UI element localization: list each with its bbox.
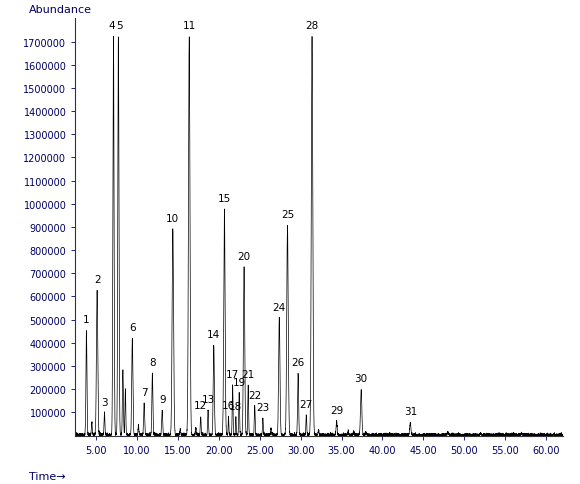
Text: 19: 19 bbox=[233, 377, 246, 387]
Text: 30: 30 bbox=[354, 374, 368, 383]
Text: 25: 25 bbox=[281, 210, 294, 219]
Text: 27: 27 bbox=[300, 399, 313, 409]
Text: 24: 24 bbox=[273, 302, 286, 312]
Text: 14: 14 bbox=[207, 330, 220, 340]
Text: 29: 29 bbox=[330, 405, 343, 415]
Text: 12: 12 bbox=[194, 401, 207, 410]
Text: 2: 2 bbox=[94, 274, 100, 284]
Text: 7: 7 bbox=[141, 388, 147, 397]
Text: 11: 11 bbox=[183, 21, 196, 31]
Text: 16: 16 bbox=[222, 400, 235, 410]
Text: 18: 18 bbox=[229, 401, 242, 411]
Text: 23: 23 bbox=[256, 402, 270, 412]
Text: 17: 17 bbox=[226, 369, 239, 379]
Text: Time→: Time→ bbox=[29, 471, 66, 481]
Text: 28: 28 bbox=[306, 21, 318, 31]
Text: 3: 3 bbox=[101, 397, 108, 407]
Text: 31: 31 bbox=[404, 407, 417, 417]
Text: 5: 5 bbox=[116, 21, 122, 31]
Text: Abundance: Abundance bbox=[29, 5, 92, 15]
Text: 10: 10 bbox=[166, 214, 179, 224]
Text: 22: 22 bbox=[248, 390, 262, 400]
Text: 15: 15 bbox=[218, 193, 231, 203]
Text: 9: 9 bbox=[159, 394, 165, 405]
Text: 13: 13 bbox=[201, 393, 215, 404]
Text: 21: 21 bbox=[241, 369, 255, 379]
Text: 1: 1 bbox=[83, 315, 90, 325]
Text: 4: 4 bbox=[109, 21, 115, 31]
Text: 20: 20 bbox=[238, 251, 251, 261]
Text: 6: 6 bbox=[129, 323, 136, 333]
Text: 8: 8 bbox=[149, 357, 155, 367]
Text: 26: 26 bbox=[292, 357, 304, 367]
